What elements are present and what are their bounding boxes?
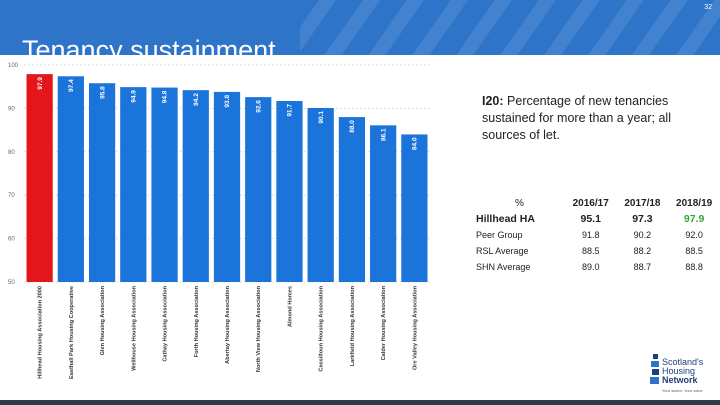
- bar-value-label: 92.6: [255, 100, 262, 113]
- indicator-code: I20:: [482, 94, 504, 108]
- footer-bar: [0, 400, 720, 405]
- indicator-text: Percentage of new tenancies sustained fo…: [482, 94, 671, 142]
- bar-value-label: 91.7: [287, 104, 294, 117]
- x-axis-category-labels: Hillhead Housing Association 2000 Easthal…: [38, 285, 419, 379]
- column-header: 2018/19: [676, 197, 713, 209]
- logo-line: Scotland's: [662, 357, 704, 367]
- bar-value-label: 95.8: [99, 86, 106, 99]
- table-header-row: % 2016/17 2017/18 2018/19: [474, 195, 720, 211]
- bar-value-label: 97.9: [37, 77, 44, 90]
- y-tick-label: 90: [8, 106, 15, 112]
- table-cell: 88.5: [581, 246, 600, 256]
- table-cell: 91.8: [581, 230, 600, 240]
- logo-line: Network: [662, 375, 698, 385]
- table-row: RSL Average 88.5 88.2 88.5: [474, 243, 720, 259]
- bar: [182, 90, 209, 282]
- bar-value-label: 86.1: [380, 128, 387, 141]
- x-category-label: Calder Housing Association: [381, 285, 387, 360]
- bar: [307, 107, 334, 282]
- bar-value-label: 90.1: [318, 111, 325, 124]
- table-cell: 88.8: [685, 262, 703, 272]
- table-cell: 89.0: [581, 262, 600, 272]
- bar-chart: 100 90 80 70 60 50 97.9 97.4 95.8 94.9 94.8 94.2 93…: [8, 63, 430, 379]
- x-category-label: Forth Housing Association: [194, 285, 200, 357]
- bar: [57, 76, 84, 282]
- logo-tagline: Your sector, Your voice: [662, 388, 703, 393]
- table-cell: 90.2: [633, 230, 652, 240]
- bar-value-label: 94.9: [131, 90, 138, 103]
- x-category-label: Cassiltoun Housing Association: [319, 285, 325, 371]
- bar: [88, 83, 116, 282]
- table-row: SHN Average 89.0 88.7 88.8: [474, 259, 720, 275]
- page-title: Tenancy sustainment: [22, 35, 276, 55]
- bar: [338, 117, 366, 282]
- y-tick-label: 70: [8, 193, 15, 199]
- table-cell: 88.2: [633, 246, 652, 256]
- table-corner-label: %: [514, 197, 524, 209]
- stats-table: % 2016/17 2017/18 2018/19 Hillhead HA 95…: [474, 195, 720, 275]
- table-cell: 88.5: [685, 246, 703, 256]
- x-category-label: Cathay Housing Association: [163, 285, 169, 361]
- column-header: 2017/18: [624, 197, 661, 209]
- table-row: Peer Group 91.8 90.2 92.0: [474, 227, 720, 243]
- highlight-bar: [26, 74, 53, 282]
- x-category-label: North View Housing Association: [256, 285, 262, 372]
- logo-text: Scotland's Housing Network: [662, 358, 703, 385]
- y-tick-label: 50: [8, 280, 15, 286]
- bar-value-label: 97.4: [68, 79, 75, 92]
- bar: [151, 87, 178, 283]
- x-category-label: Ore Valley Housing Association: [412, 285, 418, 370]
- row-label: SHN Average: [476, 262, 531, 272]
- bar-value-label: 84.0: [412, 137, 419, 150]
- table-row: Hillhead HA 95.1 97.3 97.9: [474, 211, 720, 227]
- table-cell: 97.9: [683, 213, 705, 225]
- bar: [120, 87, 147, 282]
- x-category-label: Abertay Housing Association: [225, 285, 231, 363]
- logo-line: Housing: [662, 366, 696, 376]
- page-number: 32: [704, 4, 712, 11]
- y-tick-label: 80: [8, 150, 15, 156]
- slide-header: 32 Tenancy sustainment: [0, 0, 720, 55]
- x-category-label: Easthall Park Housing Cooperative: [69, 286, 75, 379]
- y-tick-label: 60: [8, 237, 15, 243]
- bar-value-label: 94.2: [193, 93, 200, 106]
- row-label: Hillhead HA: [476, 213, 535, 225]
- column-header: 2016/17: [572, 197, 609, 209]
- shn-logo: Scotland's Housing Network Your sector, …: [650, 352, 712, 398]
- bar: [276, 101, 303, 282]
- bar: [401, 134, 428, 282]
- x-category-label: Larkfield Housing Association: [350, 285, 356, 366]
- x-category-label: Almond Homes: [287, 286, 293, 327]
- table-cell: 97.3: [632, 213, 653, 225]
- bar: [245, 97, 272, 282]
- table-cell: 88.7: [633, 262, 652, 272]
- bar-value-label: 88.0: [349, 120, 356, 133]
- table-cell: 92.0: [685, 230, 703, 240]
- indicator-description: I20: Percentage of new tenancies sustain…: [482, 93, 712, 144]
- chart-bars: [26, 74, 428, 283]
- table-cell: 95.1: [580, 213, 601, 225]
- row-label: Peer Group: [476, 230, 523, 240]
- logo-mark-icon: [650, 354, 659, 384]
- header-stripes: [300, 0, 720, 55]
- bar-value-label: 93.8: [224, 95, 231, 108]
- x-category-label: Hillhead Housing Association 2000: [38, 286, 44, 379]
- y-tick-label: 100: [8, 63, 19, 69]
- bar: [370, 125, 397, 283]
- chart-value-labels: 97.9 97.4 95.8 94.9 94.8 94.2 93.8 92.6 91.7 90.1…: [37, 77, 419, 150]
- x-category-label: Glen Housing Association: [100, 285, 106, 355]
- y-axis: 100 90 80 70 60 50: [8, 63, 19, 286]
- bar: [213, 91, 241, 282]
- bar-value-label: 94.8: [162, 90, 169, 103]
- row-label: RSL Average: [476, 246, 529, 256]
- x-category-label: Wellhouse Housing Association: [131, 285, 137, 370]
